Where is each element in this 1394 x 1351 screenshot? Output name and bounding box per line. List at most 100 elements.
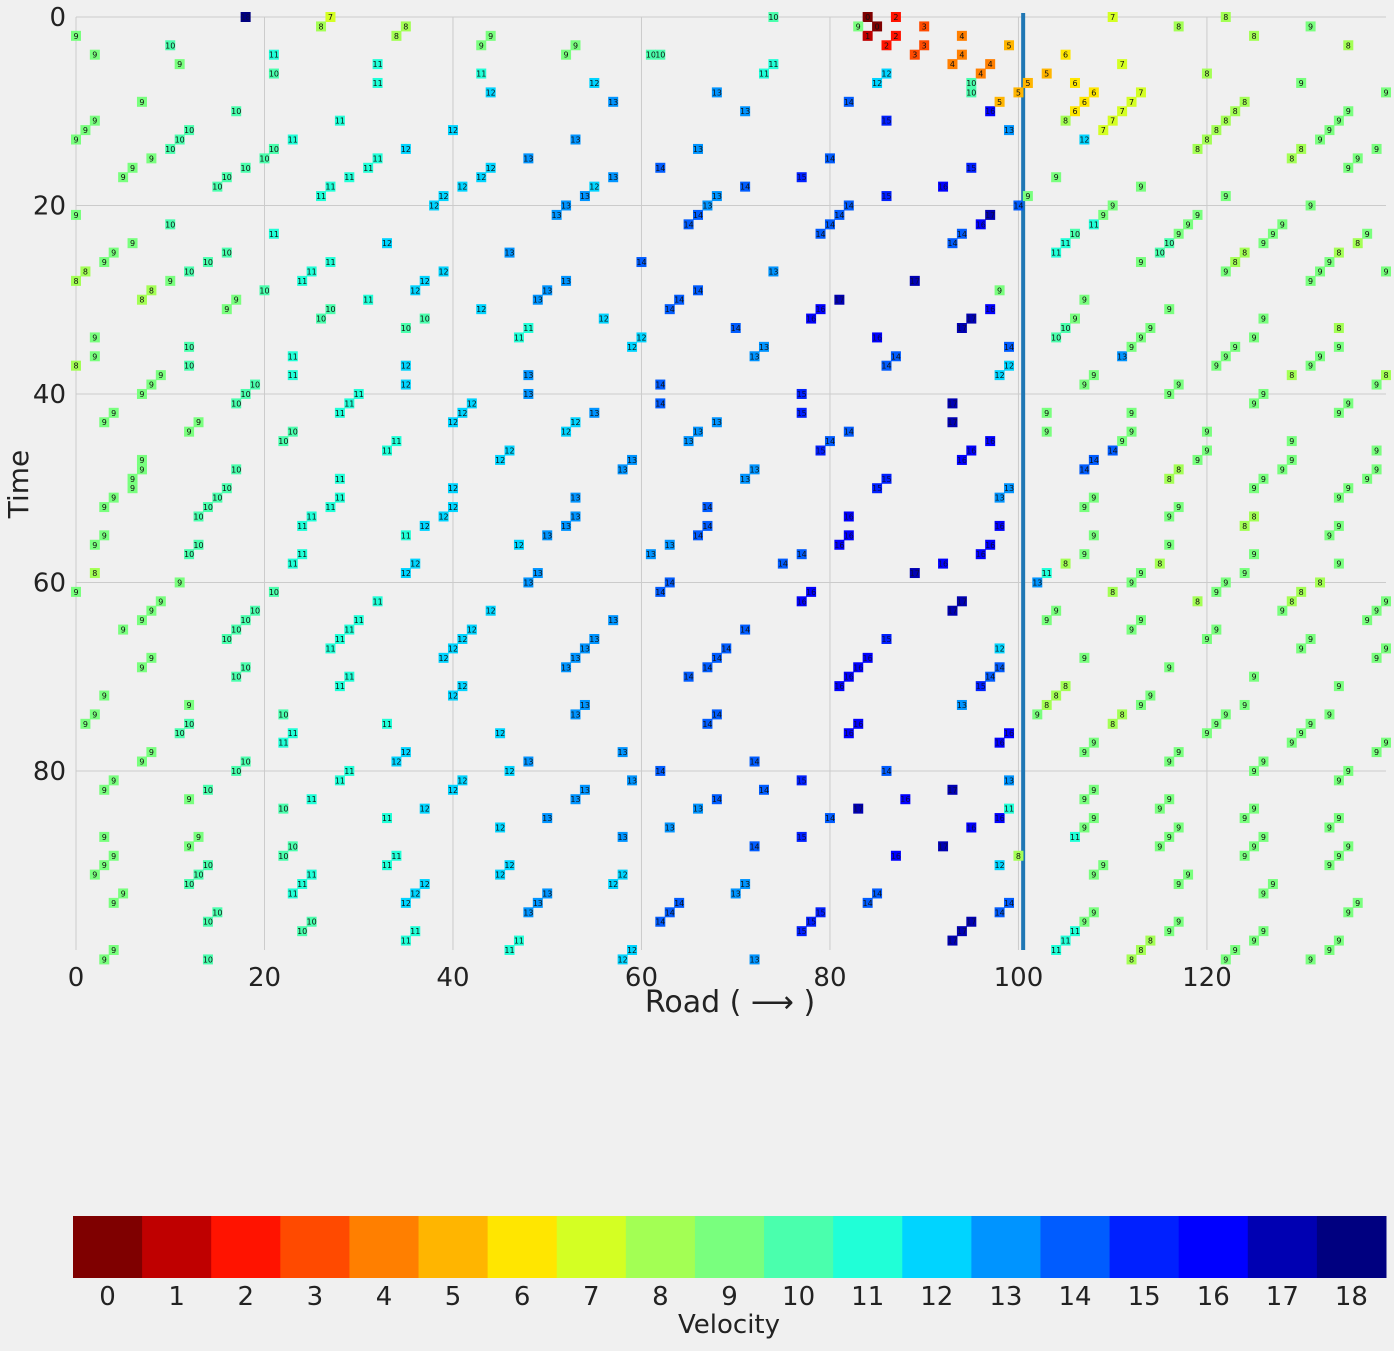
car-marker-square: [1126, 954, 1137, 965]
car-marker: 8: [1230, 257, 1241, 268]
car-marker-square: [966, 916, 977, 927]
car-marker-square: [843, 671, 854, 682]
car-velocity-label: 11: [382, 861, 392, 870]
car-velocity-label: 15: [976, 682, 986, 691]
car-velocity-label: 13: [533, 569, 543, 578]
car-marker: 12: [1004, 360, 1014, 371]
car-velocity-label: 9: [479, 41, 484, 50]
car-marker-square: [1249, 549, 1260, 560]
car-velocity-label: 11: [1051, 946, 1061, 955]
car-marker-square: [259, 153, 270, 164]
car-velocity-label: 9: [1346, 107, 1351, 116]
car-marker-square: [1352, 153, 1363, 164]
car-velocity-label: 14: [740, 183, 750, 192]
car-marker-square: [1126, 577, 1137, 588]
car-velocity-label: 12: [1004, 362, 1014, 371]
car-marker-square: [71, 586, 81, 597]
car-marker: 13: [580, 784, 590, 795]
car-velocity-label: 11: [372, 79, 382, 88]
car-velocity-label: 10: [241, 758, 251, 767]
car-velocity-label: 14: [655, 767, 665, 776]
car-velocity-label: 9: [102, 786, 107, 795]
car-marker-square: [1135, 87, 1146, 98]
car-marker-square: [1107, 115, 1118, 126]
car-marker: 12: [410, 888, 420, 899]
car-velocity-label: 11: [335, 635, 345, 644]
car-marker: 13: [712, 417, 722, 428]
car-marker: 15: [881, 634, 892, 644]
car-marker-square: [99, 954, 110, 965]
car-marker-square: [476, 172, 487, 183]
car-velocity-label: 10: [1060, 324, 1070, 333]
car-velocity-label: 9: [1176, 381, 1181, 390]
car-velocity-label: 9: [1280, 465, 1285, 474]
car-velocity-label: 9: [1336, 560, 1341, 569]
car-velocity-label: 9: [1252, 550, 1257, 559]
car-marker-square: [561, 520, 572, 531]
car-velocity-label: 12: [429, 201, 439, 210]
car-marker-square: [890, 30, 901, 41]
car-marker: 9: [1258, 388, 1269, 399]
car-velocity-label: 9: [149, 607, 154, 616]
car-marker: 15: [806, 916, 816, 927]
car-velocity-label: 17: [910, 277, 920, 286]
car-velocity-label: 9: [1289, 456, 1294, 465]
car-marker-square: [184, 426, 195, 437]
car-velocity-label: 9: [1195, 456, 1200, 465]
car-marker: 9: [1249, 803, 1260, 814]
car-marker-square: [909, 568, 920, 579]
car-marker-square: [136, 96, 147, 107]
car-marker: 14: [1004, 897, 1014, 908]
car-velocity-label: 14: [881, 362, 891, 371]
car-velocity-label: 10: [222, 249, 232, 258]
car-marker: 9: [1249, 671, 1260, 682]
car-marker: 9: [1135, 699, 1146, 710]
car-marker: 9: [1258, 888, 1269, 899]
car-marker-square: [1004, 775, 1015, 786]
car-marker-square: [1249, 332, 1260, 343]
car-marker: 14: [1089, 454, 1099, 465]
car-marker: 8: [1107, 718, 1118, 729]
car-marker: 10: [250, 605, 260, 616]
car-marker-square: [1098, 209, 1109, 220]
car-marker-square: [1343, 40, 1354, 51]
car-marker: 7: [1107, 115, 1118, 126]
car-velocity-label: 12: [401, 899, 411, 908]
car-velocity-label: 12: [448, 484, 458, 493]
car-marker: 9: [1135, 181, 1146, 192]
car-velocity-label: 9: [1214, 362, 1219, 371]
car-velocity-label: 8: [1355, 239, 1360, 248]
car-velocity-label: 14: [749, 842, 759, 851]
car-marker-square: [589, 181, 600, 192]
car-marker: 14: [759, 784, 769, 795]
car-marker-square: [278, 709, 289, 720]
car-marker: 9: [1343, 907, 1354, 918]
car-marker: 12: [618, 869, 628, 880]
car-marker: 9: [1352, 153, 1363, 164]
car-marker-square: [890, 850, 901, 861]
car-marker: 12: [589, 77, 599, 88]
car-velocity-label: 8: [1383, 371, 1388, 380]
car-velocity-label: 9: [1280, 220, 1285, 229]
car-marker-square: [136, 615, 147, 626]
car-marker: 11: [325, 181, 336, 192]
car-marker: 14: [712, 794, 722, 805]
car-marker-square: [947, 398, 958, 409]
car-marker: 14: [947, 238, 958, 249]
car-marker: 16: [1004, 728, 1014, 739]
car-velocity-label: 10: [212, 494, 222, 503]
car-marker: 6: [1079, 96, 1090, 107]
car-marker: 14: [815, 228, 826, 239]
car-velocity-label: 13: [731, 889, 741, 898]
car-velocity-label: 13: [768, 267, 778, 276]
car-marker-square: [372, 153, 383, 164]
car-marker-square: [108, 897, 119, 908]
car-marker: 14: [844, 96, 854, 107]
car-marker-square: [410, 558, 421, 569]
car-marker: 13: [589, 407, 599, 418]
car-velocity-label: 9: [1299, 79, 1304, 88]
car-marker: 9: [1333, 775, 1344, 786]
car-velocity-label: 8: [1120, 710, 1125, 719]
car-velocity-label: 14: [712, 654, 722, 663]
